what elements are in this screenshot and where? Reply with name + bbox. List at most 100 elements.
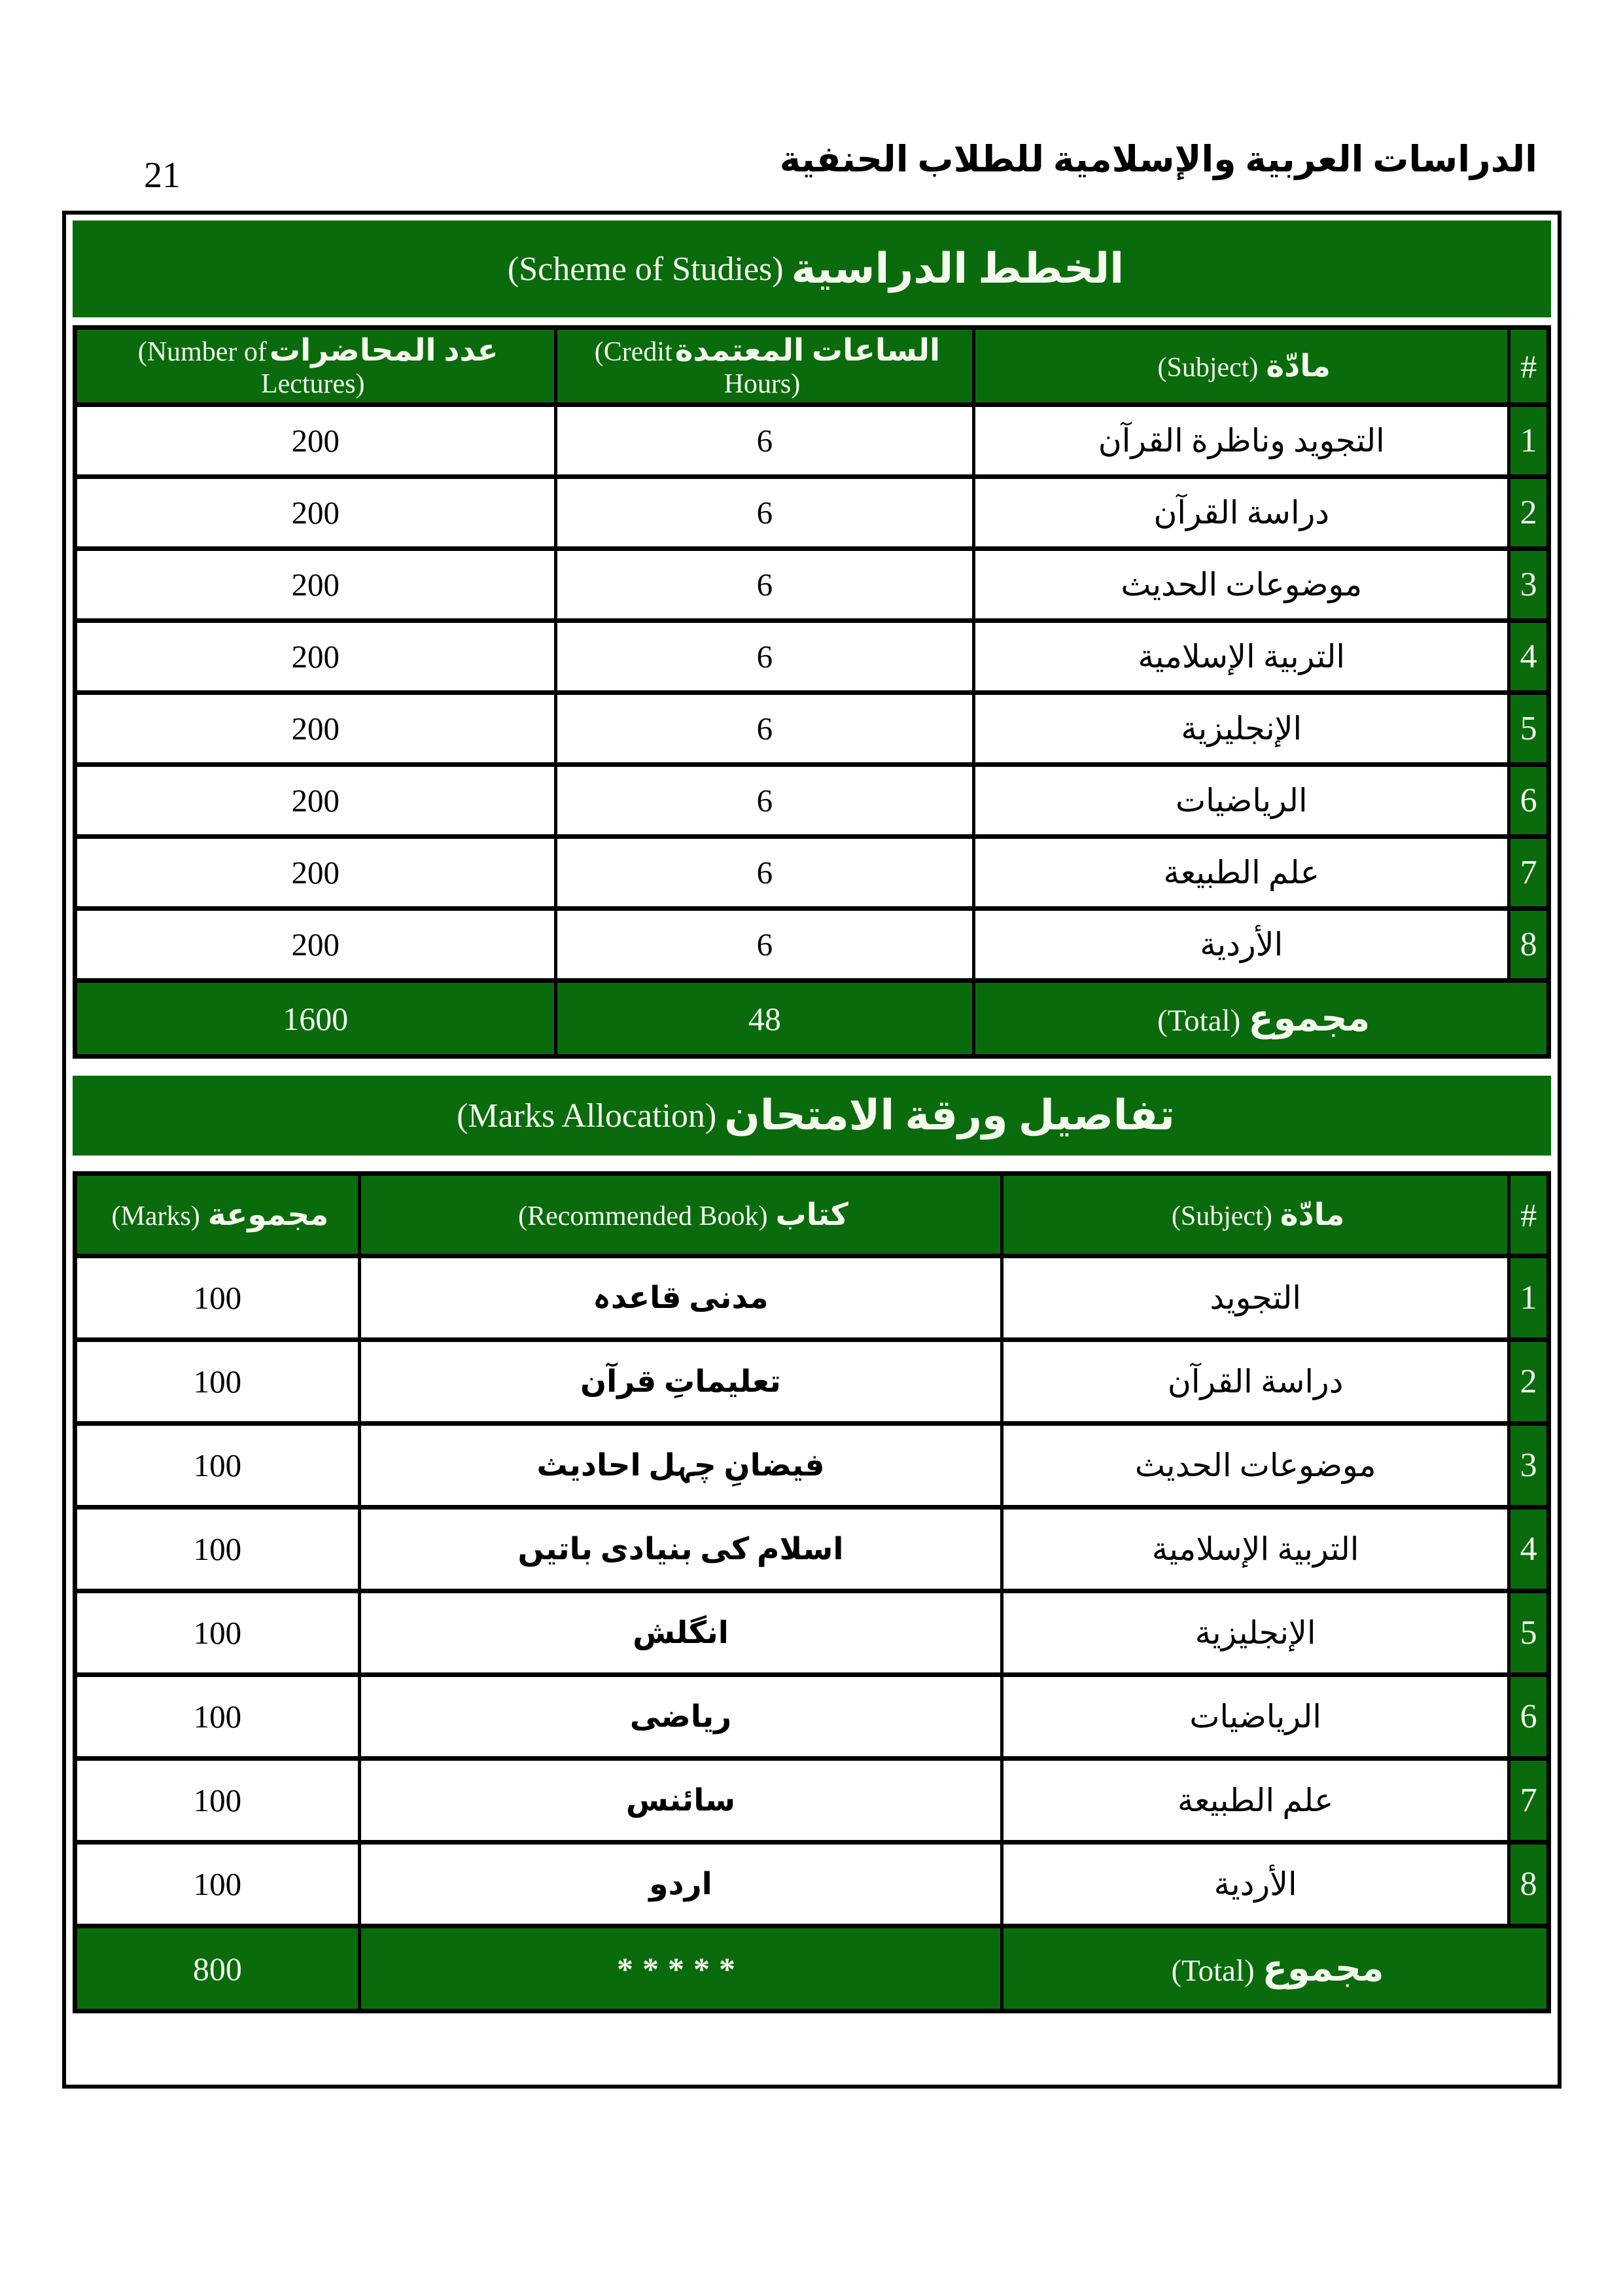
scheme-title-bar: الخطط الدراسية (Scheme of Studies): [73, 221, 1551, 317]
row-number-cell: 5: [1507, 690, 1550, 767]
book-cell: انگلش: [357, 1589, 1004, 1677]
marks-header-row: # مادّة (Subject) كتاب (Recommended Book…: [73, 1171, 1550, 1258]
total-label-en: (Total): [1171, 1954, 1255, 1988]
subject-cell: التجويد: [1000, 1254, 1511, 1342]
table-row: 6 الرياضيات 6 200: [73, 762, 1550, 839]
subject-cell: الرياضيات: [1000, 1672, 1511, 1761]
table-row: 4 التربية الإسلامية 6 200: [73, 618, 1550, 695]
row-number-cell: 8: [1507, 906, 1550, 983]
table-row: 8 الأردية 6 200: [73, 906, 1550, 983]
book-cell: اردو: [357, 1840, 1004, 1928]
table-row: 6 الرياضيات ریاضی 100: [73, 1672, 1550, 1761]
marks-title-en: (Marks Allocation): [457, 1097, 717, 1135]
marks-cell: 100: [73, 1840, 361, 1928]
table-row: 5 الإنجليزية انگلش 100: [73, 1589, 1550, 1677]
total-label-ar: مجموع: [1262, 1949, 1384, 1989]
book-cell: سائنس: [357, 1756, 1004, 1845]
lectures-cell: 200: [73, 402, 557, 479]
col-header-marks: مجموعة (Marks): [73, 1171, 361, 1258]
credit-hours-cell: 6: [553, 474, 976, 551]
total-label-en: (Total): [1157, 1004, 1241, 1038]
row-number-cell: 7: [1507, 834, 1550, 911]
row-number-cell: 4: [1507, 618, 1550, 695]
col-header-book: كتاب (Recommended Book): [357, 1171, 1004, 1258]
marks-cell: 100: [73, 1505, 361, 1593]
col-header-lectures: عدد المحاضرات (Number of Lectures): [73, 325, 557, 407]
table-row: 7 علم الطبيعة 6 200: [73, 834, 1550, 911]
col-header-credit-hours-en: (Credit Hours): [594, 337, 801, 399]
col-header-subject: مادّة (Subject): [972, 325, 1511, 407]
subject-cell: الإنجليزية: [972, 690, 1511, 767]
row-number-cell: 2: [1507, 474, 1550, 551]
marks-table: # مادّة (Subject) كتاب (Recommended Book…: [73, 1171, 1551, 2013]
credit-hours-cell: 6: [553, 402, 976, 479]
table-row: 5 الإنجليزية 6 200: [73, 690, 1550, 767]
marks-cell: 100: [73, 1672, 361, 1761]
credit-hours-cell: 6: [553, 906, 976, 983]
scheme-table: # مادّة (Subject) الساعات المعتمدة (Cred…: [73, 325, 1551, 1059]
marks-cell: 100: [73, 1421, 361, 1510]
col-header-credit-hours-ar: الساعات المعتمدة: [674, 334, 941, 368]
subject-cell: الرياضيات: [972, 762, 1511, 839]
subject-cell: دراسة القرآن: [1000, 1337, 1511, 1426]
page-number: 21: [144, 155, 181, 196]
row-number-cell: 7: [1507, 1756, 1550, 1845]
marks-title-bar: تفاصيل ورقة الامتحان (Marks Allocation): [73, 1076, 1551, 1156]
book-cell: مدنی قاعدہ: [357, 1254, 1004, 1342]
row-number-cell: 3: [1507, 1421, 1550, 1510]
total-label-ar: مجموع: [1248, 998, 1370, 1039]
total-label-cell: مجموع (Total): [1000, 1924, 1550, 2013]
total-lectures-cell: 1600: [73, 978, 557, 1059]
total-credit-hours-cell: 48: [553, 978, 976, 1059]
credit-hours-cell: 6: [553, 546, 976, 623]
col-header-num: #: [1507, 325, 1550, 407]
subject-cell: الأردية: [972, 906, 1511, 983]
subject-cell: التربية الإسلامية: [1000, 1505, 1511, 1593]
row-number-cell: 1: [1507, 1254, 1550, 1342]
col-header-num: #: [1507, 1171, 1550, 1258]
credit-hours-cell: 6: [553, 834, 976, 911]
col-header-book-ar: كتاب: [775, 1198, 848, 1232]
book-cell: اسلام کی بنیادی باتیں: [357, 1505, 1004, 1593]
table-row: 3 موضوعات الحديث 6 200: [73, 546, 1550, 623]
lectures-cell: 200: [73, 690, 557, 767]
table-row: 4 التربية الإسلامية اسلام کی بنیادی باتی…: [73, 1505, 1550, 1593]
lectures-cell: 200: [73, 474, 557, 551]
row-number-cell: 1: [1507, 402, 1550, 479]
marks-cell: 100: [73, 1337, 361, 1426]
marks-cell: 100: [73, 1756, 361, 1845]
table-row: 7 علم الطبيعة سائنس 100: [73, 1756, 1550, 1845]
total-label-cell: مجموع (Total): [972, 978, 1550, 1059]
subject-cell: علم الطبيعة: [1000, 1756, 1511, 1845]
row-number-cell: 4: [1507, 1505, 1550, 1593]
table-row: 1 التجويد مدنی قاعدہ 100: [73, 1254, 1550, 1342]
subject-cell: الأردية: [1000, 1840, 1511, 1928]
scheme-title-en: (Scheme of Studies): [507, 250, 784, 288]
lectures-cell: 200: [73, 762, 557, 839]
table-row: 1 التجويد وناظرة القرآن 6 200: [73, 402, 1550, 479]
credit-hours-cell: 6: [553, 762, 976, 839]
row-number-cell: 3: [1507, 546, 1550, 623]
total-book-cell: *****: [357, 1924, 1004, 2013]
marks-total-row: مجموع (Total) ***** 800: [73, 1924, 1550, 2013]
lectures-cell: 200: [73, 834, 557, 911]
content-frame: الخطط الدراسية (Scheme of Studies) # ماد…: [62, 211, 1562, 2089]
row-number-cell: 6: [1507, 1672, 1550, 1761]
scheme-title-ar: الخطط الدراسية: [791, 245, 1125, 292]
table-row: 2 دراسة القرآن 6 200: [73, 474, 1550, 551]
col-header-book-en: (Recommended Book): [518, 1201, 768, 1231]
scheme-header-row: # مادّة (Subject) الساعات المعتمدة (Cred…: [73, 325, 1550, 407]
lectures-cell: 200: [73, 906, 557, 983]
col-header-lectures-ar: عدد المحاضرات: [269, 334, 498, 368]
row-number-cell: 8: [1507, 1840, 1550, 1928]
row-number-cell: 2: [1507, 1337, 1550, 1426]
row-number-cell: 6: [1507, 762, 1550, 839]
col-header-subject-en: (Subject): [1157, 353, 1259, 383]
col-header-credit-hours: الساعات المعتمدة (Credit Hours): [553, 325, 976, 407]
total-marks-cell: 800: [73, 1924, 361, 2013]
marks-cell: 100: [73, 1589, 361, 1677]
credit-hours-cell: 6: [553, 618, 976, 695]
row-number-cell: 5: [1507, 1589, 1550, 1677]
book-cell: ریاضی: [357, 1672, 1004, 1761]
